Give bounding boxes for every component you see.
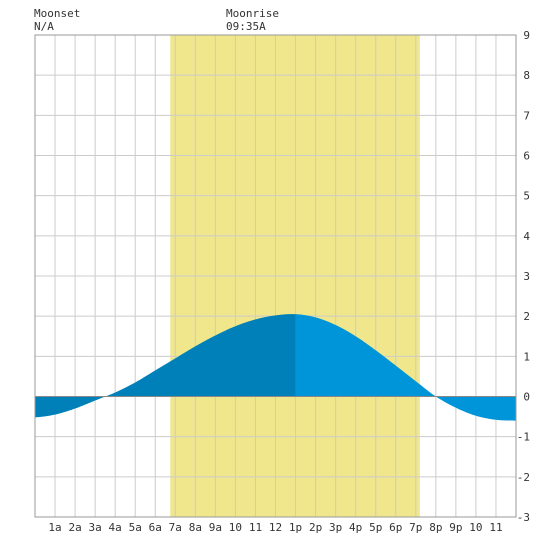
tide-area-future	[295, 314, 516, 421]
x-tick-label: 8p	[429, 521, 442, 534]
moonrise-value: 09:35A	[226, 20, 266, 33]
x-tick-label: 3a	[89, 521, 102, 534]
x-tick-label: 1a	[48, 521, 61, 534]
y-tick-label: 2	[523, 310, 530, 323]
moonset-value: N/A	[34, 20, 54, 33]
y-tick-label: -2	[517, 471, 530, 484]
x-tick-label: 11	[249, 521, 262, 534]
x-tick-label: 5a	[129, 521, 142, 534]
x-tick-label: 11	[489, 521, 502, 534]
x-tick-label: 2a	[68, 521, 81, 534]
x-tick-label: 3p	[329, 521, 342, 534]
plot-border	[34, 34, 517, 518]
y-tick-label: 0	[523, 391, 530, 404]
x-tick-label: 4p	[349, 521, 362, 534]
moonrise-label: Moonrise	[226, 7, 279, 20]
x-tick-label: 9a	[209, 521, 222, 534]
x-tick-label: 7a	[169, 521, 182, 534]
y-tick-label: -1	[517, 431, 530, 444]
x-tick-label: 5p	[369, 521, 382, 534]
y-tick-label: 5	[523, 190, 530, 203]
x-tick-label: 6p	[389, 521, 402, 534]
x-tick-label: 10	[229, 521, 242, 534]
x-tick-label: 10	[469, 521, 482, 534]
moonset-label: Moonset	[34, 7, 80, 20]
y-tick-label: 8	[523, 69, 530, 82]
tide-area-past	[35, 314, 296, 418]
y-tick-label: 7	[523, 109, 530, 122]
plot-area: 1a 2a 3a 4a 5a 6a 7a 8a 9a 10 11 12 1p 2p 3p 4p 5p 6p 7p 8p…	[34, 29, 530, 534]
x-tick-label: 9p	[449, 521, 462, 534]
x-tick-label: 8a	[189, 521, 202, 534]
y-tick-label: 1	[523, 350, 530, 363]
x-tick-label: 6a	[149, 521, 162, 534]
x-tick-label: 4a	[109, 521, 122, 534]
y-tick-label: 9	[523, 29, 530, 42]
x-tick-label: 12	[269, 521, 282, 534]
x-tick-label: 7p	[409, 521, 422, 534]
x-tick-label: 2p	[309, 521, 322, 534]
y-tick-label: 6	[523, 150, 530, 163]
x-tick-label: 1p	[289, 521, 302, 534]
y-tick-label: 4	[523, 230, 530, 243]
y-tick-label: 3	[523, 270, 530, 283]
y-tick-label: -3	[517, 511, 530, 524]
